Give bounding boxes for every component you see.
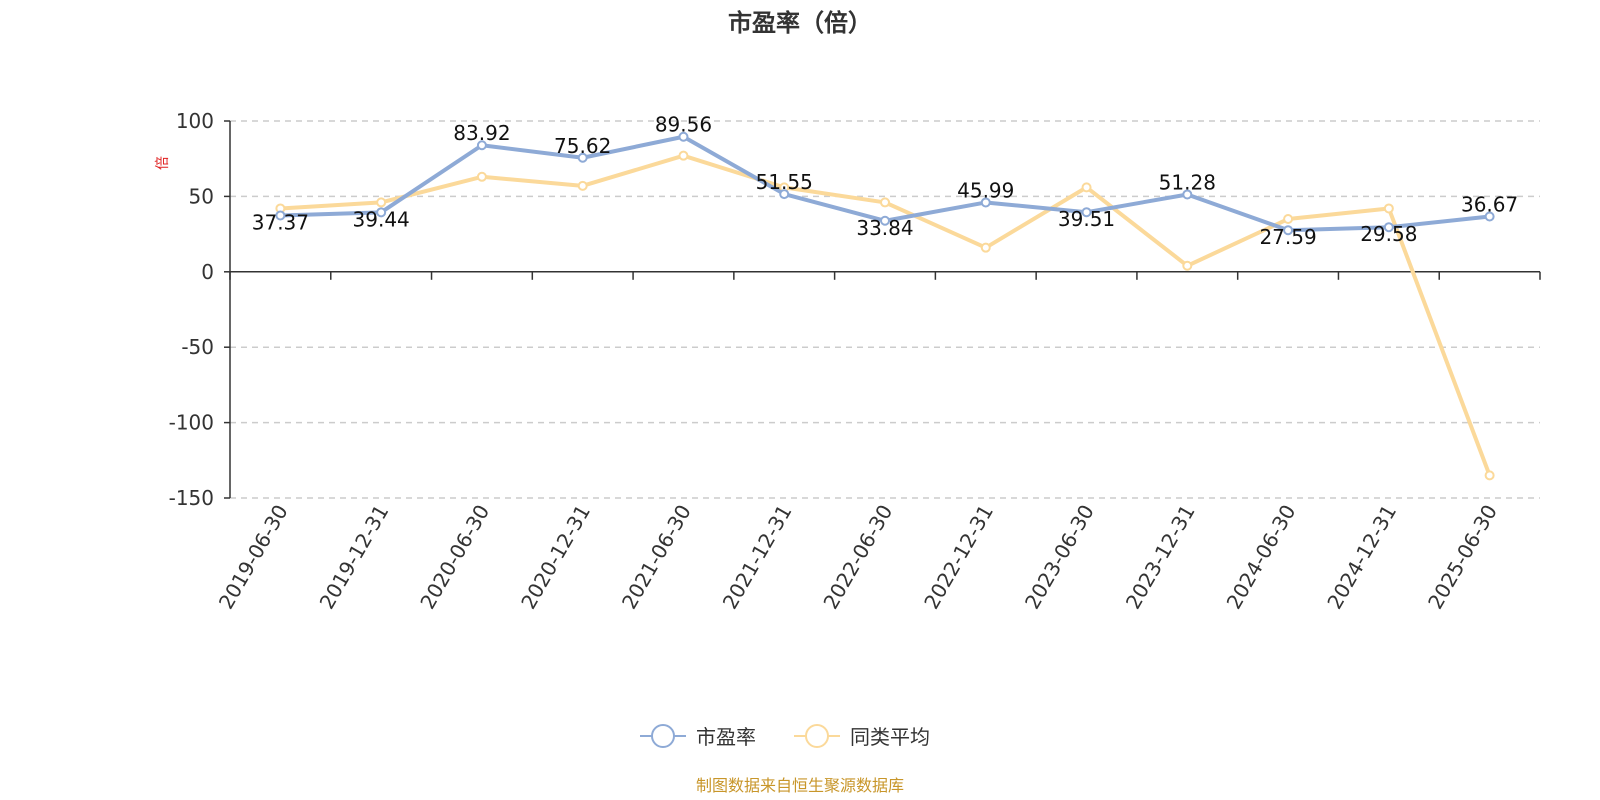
data-label: 33.84 <box>856 216 913 240</box>
data-point <box>1283 225 1294 236</box>
data-point <box>1383 222 1394 233</box>
x-tick-label: 2024-06-30 <box>1222 501 1301 614</box>
data-point <box>376 197 387 208</box>
x-tick-label: 2021-06-30 <box>617 501 696 614</box>
data-point <box>577 152 588 163</box>
y-tick-label: -50 <box>181 335 214 359</box>
data-point <box>476 171 487 182</box>
axes <box>224 120 1541 499</box>
data-point <box>1484 470 1495 481</box>
y-tick-labels: 100 50 0 -50 -100 -150 <box>169 109 214 510</box>
legend: 市盈率 同类平均 <box>640 724 930 749</box>
data-label: 37.37 <box>252 210 309 234</box>
data-point <box>275 210 286 221</box>
x-tick-label: 2024-12-31 <box>1322 501 1401 614</box>
data-point <box>1383 203 1394 214</box>
data-label: 29.58 <box>1360 222 1417 246</box>
x-tick-label: 2023-06-30 <box>1020 501 1099 614</box>
data-point <box>1081 182 1092 193</box>
data-label: 83.92 <box>453 121 510 145</box>
x-tick-label: 2020-06-30 <box>415 501 494 614</box>
y-tick-label: 50 <box>189 184 214 208</box>
data-label: 45.99 <box>957 178 1014 202</box>
data-label: 39.44 <box>353 207 410 231</box>
data-label: 36.67 <box>1461 193 1518 217</box>
data-point <box>577 180 588 191</box>
y-tick-label: -150 <box>169 486 214 510</box>
legend-marker <box>805 724 829 748</box>
data-point <box>376 207 387 218</box>
data-point <box>1484 211 1495 222</box>
y-tick-label: 100 <box>176 109 214 133</box>
data-point <box>678 150 689 161</box>
data-point <box>880 197 890 208</box>
data-point <box>1283 214 1294 225</box>
data-label: 75.62 <box>554 134 611 158</box>
x-tick-labels: 2019-06-30 2019-12-31 2020-06-30 2020-12-31… <box>214 501 1502 614</box>
data-point <box>678 131 689 142</box>
data-point <box>1182 260 1193 271</box>
y-axis-unit: 倍 <box>155 156 171 170</box>
data-label: 51.55 <box>756 170 813 194</box>
data-point <box>1081 207 1092 218</box>
x-tick-label: 2019-12-31 <box>315 501 394 614</box>
series-lines <box>275 131 1495 481</box>
chart-title: 市盈率（倍） <box>728 9 872 37</box>
data-point <box>1182 189 1193 200</box>
x-tick-label: 2025-06-30 <box>1423 501 1502 614</box>
data-label: 51.28 <box>1159 170 1216 194</box>
grid-lines <box>230 120 1540 499</box>
x-tick-label: 2023-12-31 <box>1121 501 1200 614</box>
y-tick-label: 0 <box>201 260 214 284</box>
legend-label: 市盈率 <box>696 725 756 749</box>
data-point <box>880 215 890 226</box>
data-label: 27.59 <box>1259 225 1316 249</box>
x-tick-label: 2022-06-30 <box>818 501 897 614</box>
data-label: 39.51 <box>1058 207 1115 231</box>
y-tick-label: -100 <box>169 411 214 435</box>
x-tick-label: 2020-12-31 <box>516 501 595 614</box>
data-point <box>779 189 790 200</box>
source-note: 制图数据来自恒生聚源数据库 <box>696 776 904 795</box>
legend-marker <box>651 724 675 748</box>
data-label: 89.56 <box>655 113 712 137</box>
data-point <box>980 242 991 253</box>
data-point <box>476 140 487 151</box>
x-tick-label: 2022-12-31 <box>919 501 998 614</box>
x-tick-label: 2019-06-30 <box>214 501 293 614</box>
data-labels: 37.37 39.44 83.92 75.62 89.56 51.55 33.84 45.99… <box>252 113 1518 249</box>
x-tick-label: 2021-12-31 <box>718 501 797 614</box>
data-point <box>980 197 991 208</box>
legend-label: 同类平均 <box>850 725 930 749</box>
